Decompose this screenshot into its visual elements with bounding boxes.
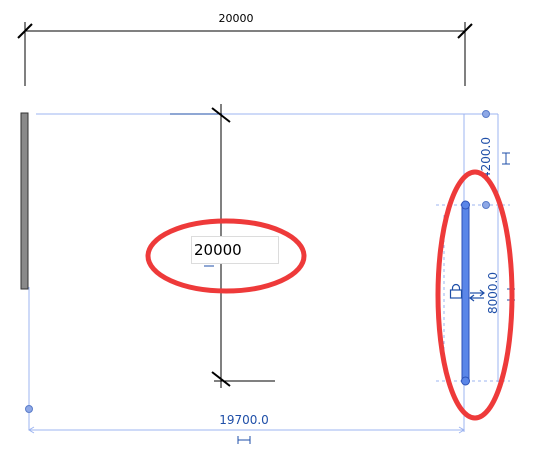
dimension-toggle-icon[interactable]: [237, 436, 251, 444]
left-wall[interactable]: [20, 112, 29, 290]
corner-grip-bottom-left[interactable]: [25, 405, 33, 413]
corner-grip-mid-right[interactable]: [482, 201, 490, 209]
top-dimension-label: 20000: [219, 12, 254, 25]
right-length-dimension-label: 8000.0: [486, 272, 500, 314]
highlight-circle-edit-box: [145, 218, 307, 294]
lock-icon[interactable]: [449, 283, 463, 299]
dimension-edit-input[interactable]: 20000: [191, 236, 279, 264]
dimension-toggle-icon[interactable]: [502, 152, 510, 165]
right-upper-dimension[interactable]: 4200.0: [479, 137, 510, 179]
wall-end-grip-top[interactable]: [461, 200, 470, 210]
top-dimension[interactable]: 20000: [17, 12, 473, 86]
flip-arrows-icon[interactable]: [469, 289, 485, 302]
bottom-dimension[interactable]: 19700.0: [28, 413, 465, 444]
wall-end-grip-bottom[interactable]: [461, 376, 470, 386]
corner-grip-top-right[interactable]: [482, 110, 490, 118]
selected-wall[interactable]: [461, 200, 470, 386]
bottom-dimension-label: 19700.0: [219, 413, 269, 427]
right-upper-dimension-label: 4200.0: [479, 137, 493, 179]
highlight-circle-selected-wall: [435, 169, 515, 421]
